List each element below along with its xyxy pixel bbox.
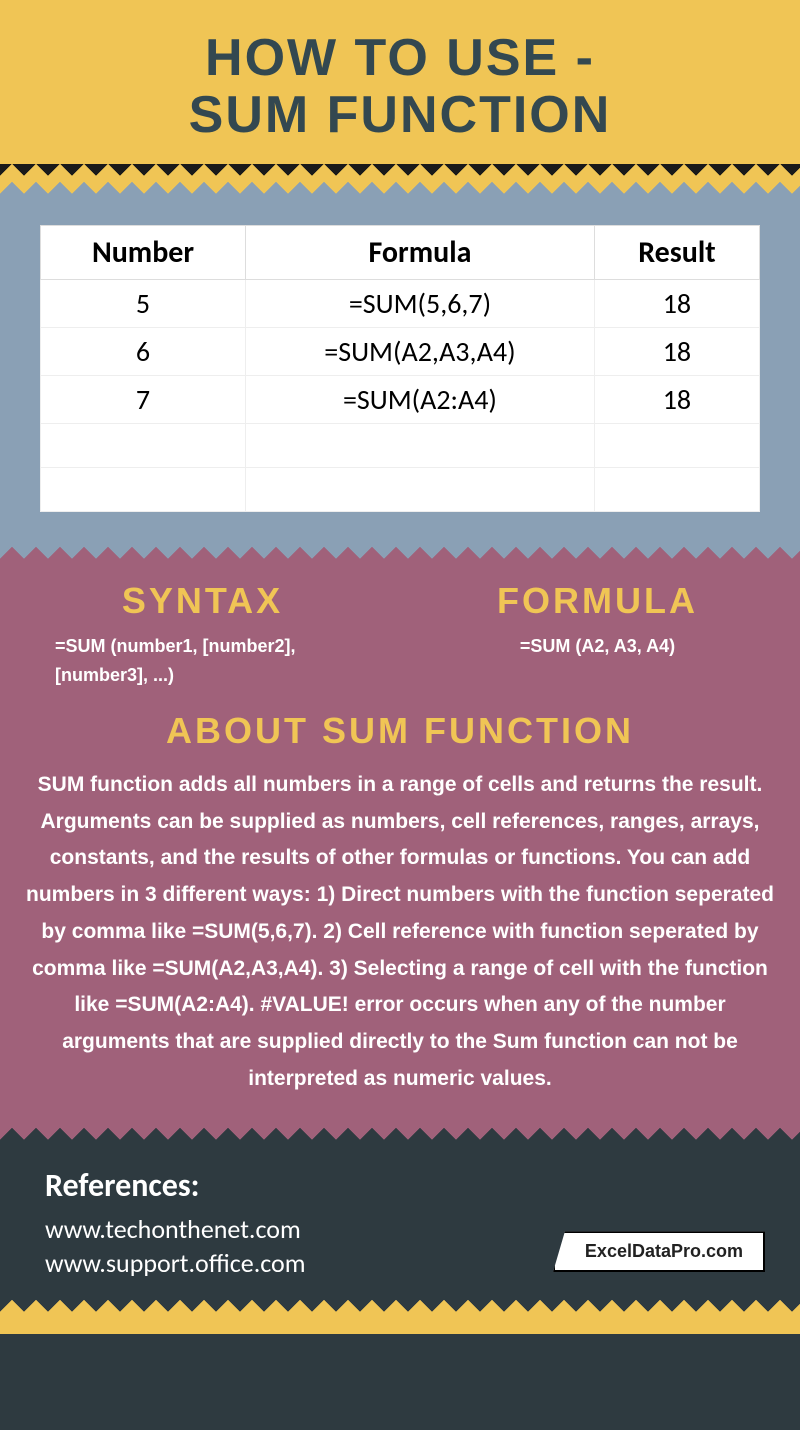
cell-formula: =SUM(5,6,7) [246, 280, 595, 328]
footer: References: www.techonthenet.com www.sup… [0, 1146, 800, 1301]
divider-zigzag [0, 1128, 800, 1146]
about-title: ABOUT SUM FUNCTION [25, 710, 775, 752]
cell-empty [246, 424, 595, 468]
cell-number: 7 [41, 376, 246, 424]
divider-zigzag [0, 164, 800, 182]
formula-text: =SUM (A2, A3, A4) [420, 632, 775, 661]
table-row: 7 =SUM(A2:A4) 18 [41, 376, 760, 424]
info-section: SYNTAX =SUM (number1, [number2], [number… [0, 565, 800, 1127]
brand-badge: ExcelDataPro.com [553, 1231, 765, 1272]
cell-formula: =SUM(A2,A3,A4) [246, 328, 595, 376]
formula-block: FORMULA =SUM (A2, A3, A4) [420, 580, 775, 690]
bottom-bar [0, 1318, 800, 1334]
table-row [41, 468, 760, 512]
formula-title: FORMULA [420, 580, 775, 622]
col-formula: Formula [246, 226, 595, 280]
cell-number: 5 [41, 280, 246, 328]
divider-zigzag [0, 182, 800, 200]
table-header-row: Number Formula Result [41, 226, 760, 280]
title-line1: HOW TO USE - [205, 29, 595, 87]
cell-empty [594, 468, 759, 512]
title-line2: SUM FUNCTION [189, 86, 612, 144]
cell-formula: =SUM(A2:A4) [246, 376, 595, 424]
col-result: Result [594, 226, 759, 280]
table-row: 6 =SUM(A2,A3,A4) 18 [41, 328, 760, 376]
page-title: HOW TO USE - SUM FUNCTION [20, 30, 780, 144]
divider-zigzag [0, 547, 800, 565]
col-number: Number [41, 226, 246, 280]
header: HOW TO USE - SUM FUNCTION [0, 0, 800, 164]
cell-result: 18 [594, 280, 759, 328]
cell-result: 18 [594, 376, 759, 424]
references-title: References: [45, 1166, 755, 1205]
about-text: SUM function adds all numbers in a range… [25, 767, 775, 1098]
divider-zigzag [0, 1300, 800, 1318]
table-row [41, 424, 760, 468]
syntax-formula-row: SYNTAX =SUM (number1, [number2], [number… [25, 580, 775, 690]
cell-empty [594, 424, 759, 468]
cell-empty [246, 468, 595, 512]
cell-empty [41, 424, 246, 468]
cell-empty [41, 468, 246, 512]
syntax-title: SYNTAX [25, 580, 380, 622]
example-table: Number Formula Result 5 =SUM(5,6,7) 18 6… [40, 225, 760, 512]
syntax-text: =SUM (number1, [number2], [number3], ...… [25, 632, 380, 690]
cell-result: 18 [594, 328, 759, 376]
cell-number: 6 [41, 328, 246, 376]
syntax-block: SYNTAX =SUM (number1, [number2], [number… [25, 580, 380, 690]
table-row: 5 =SUM(5,6,7) 18 [41, 280, 760, 328]
table-section: Number Formula Result 5 =SUM(5,6,7) 18 6… [0, 200, 800, 547]
